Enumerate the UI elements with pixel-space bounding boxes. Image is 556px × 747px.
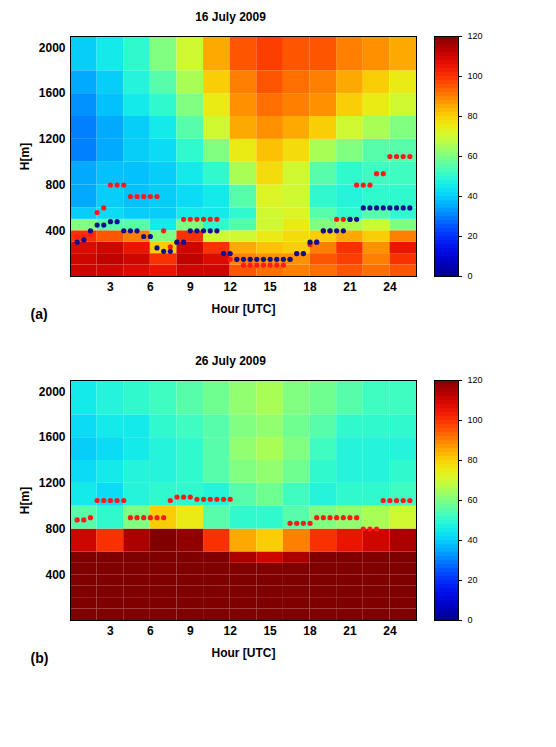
html-text:26 July 2009: 26 July 2009 <box>195 354 266 368</box>
svg-text:18: 18 <box>303 624 317 638</box>
svg-text:100: 100 <box>468 415 483 425</box>
svg-text:15: 15 <box>263 624 277 638</box>
svg-text:0: 0 <box>468 615 473 625</box>
svg-text:2000: 2000 <box>39 385 66 399</box>
svg-text:100: 100 <box>468 71 483 81</box>
svg-text:24: 24 <box>383 624 397 638</box>
svg-text:2000: 2000 <box>39 41 66 55</box>
svg-text:24: 24 <box>383 280 397 294</box>
svg-text:18: 18 <box>303 280 317 294</box>
svg-text:H[m]: H[m] <box>18 487 32 514</box>
html-text:16 July 2009: 16 July 2009 <box>195 10 266 24</box>
svg-text:120: 120 <box>468 31 483 41</box>
svg-text:(b): (b) <box>31 650 49 666</box>
svg-text:1600: 1600 <box>39 86 66 100</box>
svg-text:(a): (a) <box>31 306 48 322</box>
svg-text:12: 12 <box>224 624 238 638</box>
svg-text:Hour [UTC]: Hour [UTC] <box>212 646 276 660</box>
svg-text:400: 400 <box>45 224 65 238</box>
svg-text:20: 20 <box>468 575 478 585</box>
svg-text:800: 800 <box>45 522 65 536</box>
svg-text:3: 3 <box>107 280 114 294</box>
svg-text:120: 120 <box>468 375 483 385</box>
svg-text:1200: 1200 <box>39 132 66 146</box>
svg-text:12: 12 <box>224 280 238 294</box>
svg-text:6: 6 <box>147 280 154 294</box>
svg-text:21: 21 <box>343 624 357 638</box>
svg-text:800: 800 <box>45 178 65 192</box>
svg-text:60: 60 <box>468 151 478 161</box>
svg-text:40: 40 <box>468 535 478 545</box>
svg-text:40: 40 <box>468 191 478 201</box>
svg-text:H[m]: H[m] <box>18 143 32 170</box>
svg-text:80: 80 <box>468 455 478 465</box>
svg-text:21: 21 <box>343 280 357 294</box>
svg-text:400: 400 <box>45 568 65 582</box>
svg-text:60: 60 <box>468 495 478 505</box>
svg-text:15: 15 <box>263 280 277 294</box>
svg-text:6: 6 <box>147 624 154 638</box>
svg-text:9: 9 <box>187 280 194 294</box>
svg-text:1200: 1200 <box>39 476 66 490</box>
svg-text:1600: 1600 <box>39 430 66 444</box>
svg-text:3: 3 <box>107 624 114 638</box>
svg-text:Hour [UTC]: Hour [UTC] <box>212 302 276 316</box>
svg-text:9: 9 <box>187 624 194 638</box>
svg-text:20: 20 <box>468 231 478 241</box>
svg-text:80: 80 <box>468 111 478 121</box>
svg-text:0: 0 <box>468 271 473 281</box>
